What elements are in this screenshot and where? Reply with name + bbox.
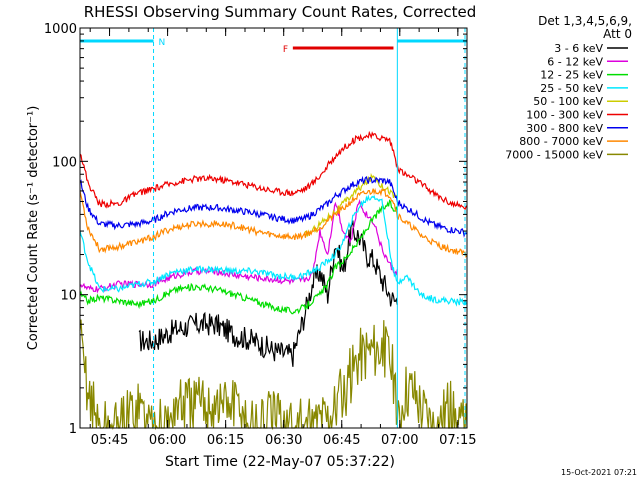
- series-line-8: [79, 187, 468, 258]
- x-tick-label: 06:00: [149, 433, 186, 448]
- x-tick-label: 06:30: [265, 433, 302, 448]
- series-line-6: [79, 130, 468, 211]
- legend-label: 3 - 6 keV: [554, 42, 603, 55]
- legend-label: 6 - 12 keV: [547, 55, 603, 68]
- legend-label: 50 - 100 keV: [533, 95, 603, 108]
- legend-label: 100 - 300 keV: [526, 109, 603, 122]
- x-axis-ticks: 05:45 06:00 06:15 06:30 06:45 07:00 07:15: [89, 28, 477, 448]
- x-tick-label: 05:45: [91, 433, 128, 448]
- x-tick-label: 06:45: [323, 433, 360, 448]
- series-line-4: [79, 194, 468, 307]
- x-tick-label: 07:15: [439, 433, 476, 448]
- plot-frame: [79, 27, 468, 429]
- plot-area: NF: [79, 28, 468, 431]
- y-axis-label: Corrected Count Rate (s⁻¹ detector⁻¹): [26, 106, 41, 351]
- legend-header-attenuator: Att 0: [603, 27, 632, 41]
- legend-label: 7000 - 15000 keV: [505, 148, 603, 161]
- y-tick-label: 1000: [44, 22, 77, 37]
- series-line-2: [79, 199, 398, 294]
- legend-label: 800 - 7000 keV: [519, 135, 603, 148]
- y-tick-label: 10: [60, 289, 77, 304]
- footer-date: 15-Oct-2021 07:21: [561, 468, 637, 477]
- x-tick-label: 06:15: [207, 433, 244, 448]
- x-tick-label: 07:00: [381, 433, 418, 448]
- y-axis-ticks: 1 10 100 1000: [44, 22, 467, 437]
- series-line-5: [303, 172, 398, 237]
- y-tick-label: 1: [69, 422, 77, 437]
- series-line-9: [79, 319, 468, 431]
- legend-label: 25 - 50 keV: [540, 82, 603, 95]
- series-line-7: [79, 175, 468, 238]
- legend-label: 12 - 25 keV: [540, 69, 603, 82]
- chart-title: RHESSI Observing Summary Count Rates, Co…: [84, 3, 477, 21]
- series-line-3: [79, 199, 398, 315]
- legend-label: 300 - 800 keV: [526, 122, 603, 135]
- y-tick-label: 100: [52, 155, 77, 170]
- flag-label: F: [283, 45, 288, 55]
- series-line-1: [138, 220, 398, 367]
- x-axis-label: Start Time (22-May-07 05:37:22): [165, 454, 395, 470]
- flag-label: N: [159, 38, 166, 48]
- legend-header-detectors: Det 1,3,4,5,6,9,: [538, 14, 632, 28]
